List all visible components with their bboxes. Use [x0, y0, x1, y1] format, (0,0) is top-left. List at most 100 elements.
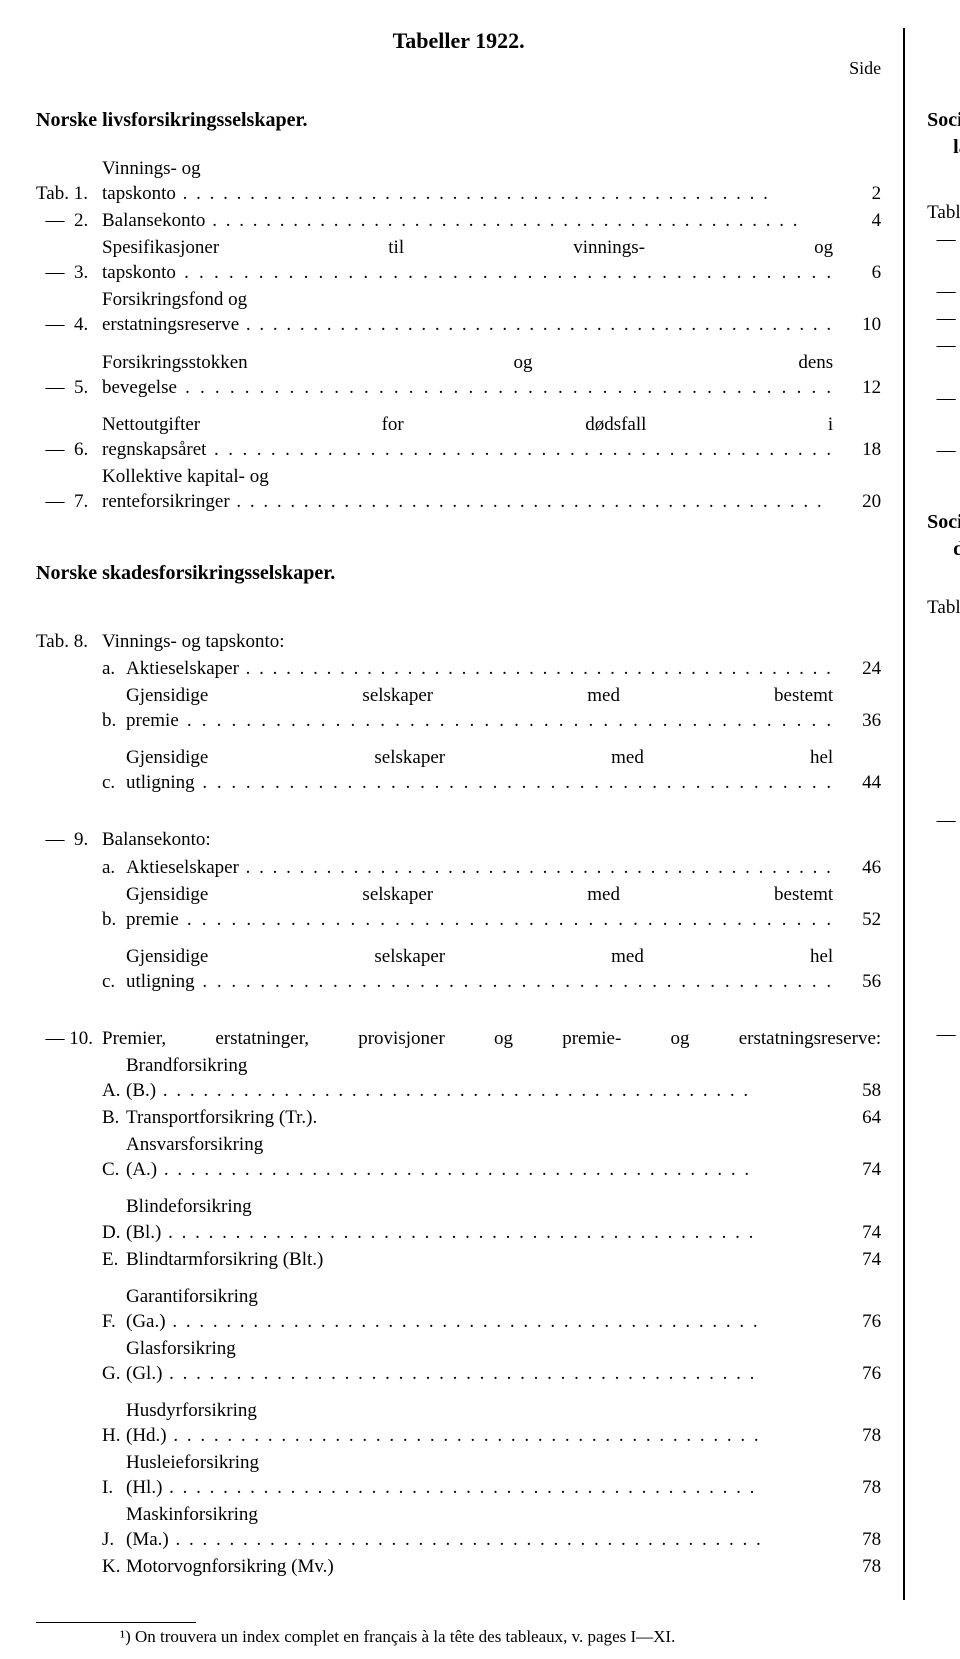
toc-entry: — 5. Assurances entrées et sorties penda…	[927, 333, 960, 358]
toc-entry: — 7. Assurances et rentes collectives20	[927, 413, 960, 463]
toc-entry-page: 76	[833, 1361, 881, 1386]
toc-entry: c. Gjensidige selskaper med hel utlignin…	[102, 944, 881, 994]
toc-entry-page: 4	[833, 208, 881, 233]
toc-entry-prefix: E.	[102, 1247, 126, 1272]
toc-entry-label: Glasforsikring (Gl.)	[126, 1336, 833, 1386]
toc-entry-prefix: G.	[102, 1361, 126, 1386]
toc-entry: J. Maskinforsikring (Ma.)78	[102, 1502, 881, 1552]
left-column: Tabeller 1922. Side Norske livsforsikrin…	[36, 28, 905, 1600]
toc-entry-prefix: — 7.	[36, 489, 102, 514]
right-section1-entries: Tabl. 1. Compte de profits et pertes2 — …	[927, 175, 960, 463]
toc-entry-prefix: — 4.	[36, 312, 102, 337]
toc-entry-page: 58	[833, 1078, 881, 1103]
toc-group-prefix: — 10.	[927, 1022, 960, 1047]
toc-entry-page: 78	[833, 1423, 881, 1448]
toc-entry-label: Transportforsikring (Tr.).	[126, 1105, 833, 1130]
toc-entry: C. Ansvarsforsikring (A.)74	[102, 1132, 881, 1182]
toc-entry-prefix: — 2.	[36, 208, 102, 233]
toc-entry-prefix: a.	[102, 855, 126, 880]
toc-entry-prefix: J.	[102, 1527, 126, 1552]
toc-entry-label: Husdyrforsikring (Hd.)	[126, 1398, 833, 1448]
right-section1-heading-l1: Sociétés norvégiennes. Assurance sur	[927, 109, 960, 131]
toc-entry-prefix: B.	[102, 1105, 126, 1130]
toc-entry-label: Gjensidige selskaper med hel utligning	[126, 944, 833, 994]
toc-group-prefix: — 9.	[36, 827, 102, 852]
page: Tabeller 1922. Side Norske livsforsikrin…	[0, 0, 960, 1659]
right-section2-heading: Sociétés norvégiennes. Assurance d'indem…	[927, 509, 960, 563]
toc-entry-prefix: c.	[102, 770, 126, 795]
right-section2-entries: Tabl. 8. Compte de profits et pertes:a. …	[927, 585, 960, 1591]
toc-group-prefix: Tab. 8.	[36, 629, 102, 654]
toc-entry-label: Nettoutgifter for dødsfall i regnskapsår…	[102, 412, 833, 462]
toc-entry: Tabl. 1. Compte de profits et pertes2	[927, 175, 960, 225]
toc-entry-prefix: F.	[102, 1309, 126, 1334]
toc-entry: I. Husleieforsikring (Hl.)78	[102, 1450, 881, 1500]
toc-entry: — 4. Forsikringsfond og erstatningsreser…	[36, 287, 881, 337]
toc-group-prefix: — 9.	[927, 808, 960, 833]
toc-group-label: Vinnings- og tapskonto:	[102, 629, 881, 654]
toc-entry-label: Husleieforsikring (Hl.)	[126, 1450, 833, 1500]
toc-group-title: — 9. Balansekonto:	[36, 827, 881, 852]
toc-entry-prefix: H.	[102, 1423, 126, 1448]
toc-entry-label: Balansekonto	[102, 208, 833, 233]
toc-entry-page: 36	[833, 708, 881, 733]
toc-entry: b. Gjensidige selskaper med bestemt prem…	[102, 882, 881, 932]
toc-entry-page: 74	[833, 1157, 881, 1182]
toc-entry-page: 56	[833, 969, 881, 994]
toc-entry-label: Gjensidige selskaper med bestemt premie	[126, 882, 833, 932]
toc-entry-prefix: b.	[102, 907, 126, 932]
toc-entry-label: Brandforsikring (B.)	[126, 1053, 833, 1103]
toc-entry: E. Blindtarmforsikring (Blt.)74	[102, 1247, 881, 1272]
toc-entry-page: 24	[833, 656, 881, 681]
left-title: Tabeller 1922.	[36, 28, 881, 54]
right-section2-heading-l2: d'indemnités.	[927, 536, 960, 563]
right-section2-heading-l1: Sociétés norvégiennes. Assurance	[927, 511, 960, 533]
toc-entry-page: 12	[833, 375, 881, 400]
toc-entry: A. Brandforsikring (B.)58	[102, 1053, 881, 1103]
toc-group-title: Tab. 8. Vinnings- og tapskonto:	[36, 629, 881, 654]
toc-entry: — 2. Bilan4	[927, 227, 960, 252]
toc-entry: K. Motorvognforsikring (Mv.)78	[102, 1554, 881, 1579]
toc-entry: — 2. Balansekonto4	[36, 208, 881, 233]
toc-entry: — 6. Charge budgétaire causée par les dé…	[927, 361, 960, 411]
toc-group-prefix: — 10.	[36, 1026, 102, 1051]
toc-entry: — 4. Réserves mathématiques, réserves po…	[927, 306, 960, 331]
toc-entry-label: Aktieselskaper	[126, 855, 833, 880]
toc-entry: F. Garantiforsikring (Ga.)76	[102, 1284, 881, 1334]
left-page-label: Side	[36, 58, 881, 79]
toc-entry-prefix: Tab. 1.	[36, 181, 102, 206]
toc-entry-prefix: I.	[102, 1475, 126, 1500]
toc-entry-page: 2	[833, 181, 881, 206]
left-section2-heading: Norske skadesforsikringsselskaper.	[36, 560, 881, 587]
toc-entry-label: Maskinforsikring (Ma.)	[126, 1502, 833, 1552]
toc-entry: G. Glasforsikring (Gl.)76	[102, 1336, 881, 1386]
toc-entry: B. Transportforsikring (Tr.).64	[102, 1105, 881, 1130]
toc-group-label: Balansekonto:	[102, 827, 881, 852]
toc-entry-prefix: A.	[102, 1078, 126, 1103]
toc-entry-prefix: — 5.	[927, 333, 960, 358]
toc-entry-prefix: c.	[102, 969, 126, 994]
footnote: ¹) On trouvera un index complet en franç…	[36, 1627, 924, 1647]
toc-entry-page: 10	[833, 312, 881, 337]
toc-entry-label: Gjensidige selskaper med hel utligning	[126, 745, 833, 795]
toc-group-title: — 10. Premier, erstatninger, provisjoner…	[36, 1026, 881, 1051]
toc-entry: a. Aktieselskaper24	[102, 656, 881, 681]
toc-entry: — 3. Spesifikasjoner til vinnings- og ta…	[36, 235, 881, 285]
toc-entry-label: Motorvognforsikring (Mv.)	[126, 1554, 833, 1579]
toc-entry-label: Forsikringsfond og erstatningsreserve	[102, 287, 833, 337]
toc-group-prefix: Tabl. 8.	[927, 595, 960, 620]
toc-entry-page: 78	[833, 1554, 881, 1579]
toc-entry-label: Spesifikasjoner til vinnings- og tapskon…	[102, 235, 833, 285]
toc-entry-page: 6	[833, 260, 881, 285]
left-section1-heading: Norske livsforsikringsselskaper.	[36, 107, 881, 134]
left-section2-entries: Tab. 8. Vinnings- og tapskonto:a. Akties…	[36, 619, 881, 1600]
toc-entry-page: 18	[833, 437, 881, 462]
toc-entry: D. Blindeforsikring (Bl.)74	[102, 1194, 881, 1244]
toc-entry: — 5. Forsikringsstokken og dens bevegels…	[36, 350, 881, 400]
toc-entry-prefix: — 2.	[927, 227, 960, 252]
toc-group-title: Tabl. 8. Compte de profits et pertes:	[927, 595, 960, 620]
toc-entry-page: 74	[833, 1247, 881, 1272]
toc-entry: c. Gjensidige selskaper med hel utlignin…	[102, 745, 881, 795]
toc-entry-label: Gjensidige selskaper med bestemt premie	[126, 683, 833, 733]
right-section1-heading: Sociétés norvégiennes. Assurance sur la …	[927, 107, 960, 161]
